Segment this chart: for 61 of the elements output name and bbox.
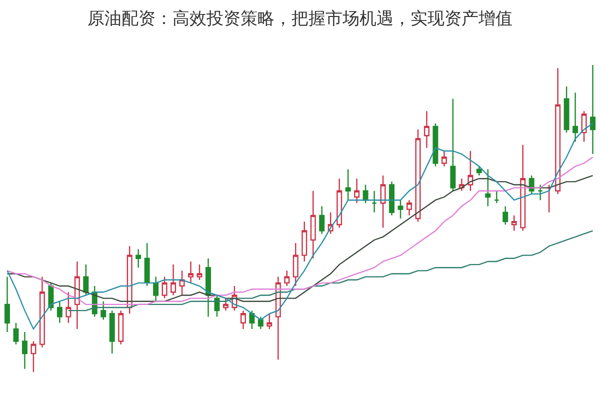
candlestick (249, 310, 255, 330)
candlestick (4, 276, 10, 333)
candlestick (56, 300, 62, 324)
candlestick (83, 264, 89, 296)
candlestick (179, 270, 185, 296)
candlestick (564, 86, 570, 134)
candlestick (336, 178, 342, 228)
candlestick (520, 144, 526, 232)
chart-title: 原油配资：高效投资策略，把握市场机遇，实现资产增值 (88, 8, 512, 29)
candlestick (372, 190, 378, 213)
candlestick (162, 276, 168, 299)
candlestick (538, 184, 544, 201)
candlestick (13, 322, 19, 345)
candlestick (424, 110, 430, 149)
candlestick (389, 181, 394, 216)
candlestick (415, 128, 421, 222)
candlestick (153, 276, 159, 302)
candlestick (354, 178, 360, 204)
candlestick (74, 260, 80, 330)
candlestick (170, 264, 176, 296)
candlestick (118, 310, 124, 345)
candlestick (100, 300, 106, 320)
candlestick (310, 190, 316, 259)
candlestick (362, 184, 368, 204)
candlestick (406, 199, 412, 216)
candlestick (485, 168, 491, 207)
candlestick (222, 298, 228, 312)
candlestick (196, 264, 202, 280)
candlestick (398, 199, 404, 220)
candlestick (30, 340, 36, 373)
candlestick (511, 214, 517, 232)
candlestick (188, 260, 194, 284)
candlestick (494, 190, 500, 204)
candlestick (206, 258, 211, 318)
candlestick (266, 313, 272, 330)
candlestick (302, 220, 308, 262)
candlestick (581, 110, 587, 142)
candlestick (22, 331, 28, 370)
candlestick (502, 206, 508, 226)
candlestick (136, 248, 142, 268)
candlestick (66, 292, 72, 324)
candlestick (284, 270, 290, 287)
candlestick (572, 92, 578, 142)
candlestick (476, 166, 482, 176)
candlestick (319, 206, 325, 234)
candlestick (432, 122, 438, 167)
candlestick (214, 294, 220, 318)
candlestick (39, 276, 45, 348)
candlestick (126, 246, 132, 314)
candlestick (441, 150, 447, 167)
candlestick (144, 242, 150, 287)
candlestick (109, 310, 115, 354)
candlestick (468, 150, 474, 192)
candlestick (380, 174, 386, 228)
candlestick (258, 316, 264, 330)
candlestick (590, 64, 596, 155)
candlestick (450, 98, 456, 192)
candlestick (240, 310, 246, 330)
candlestick (555, 68, 561, 195)
candlestick (292, 242, 298, 287)
candlestick (345, 168, 351, 201)
